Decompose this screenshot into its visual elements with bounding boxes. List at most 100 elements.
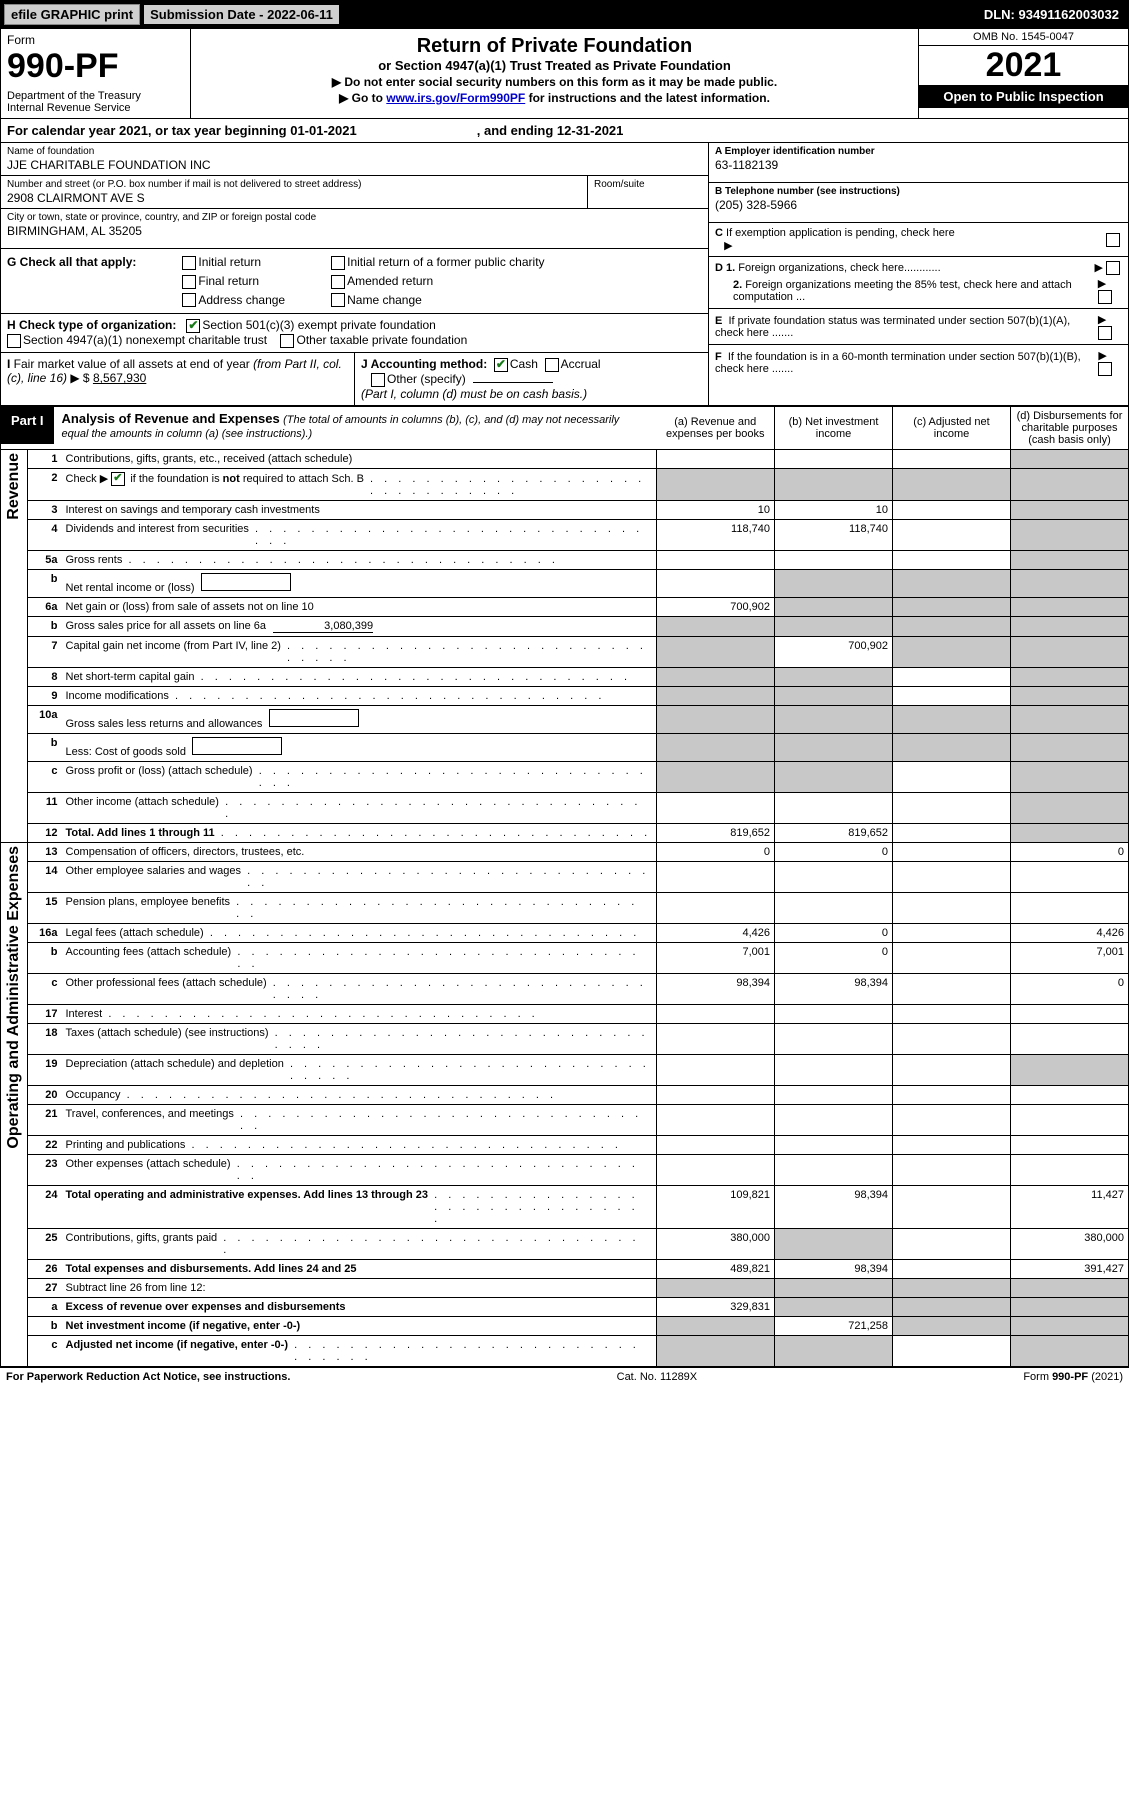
- cell-b: 10: [775, 500, 893, 519]
- cell-b: [775, 761, 893, 792]
- analysis-table: Part I Analysis of Revenue and Expenses …: [0, 406, 1129, 1367]
- info-grid: Name of foundation JJE CHARITABLE FOUNDA…: [0, 143, 1129, 406]
- row-num: 22: [28, 1135, 62, 1154]
- cell-c: [893, 1335, 1011, 1366]
- chk-f[interactable]: [1098, 362, 1112, 376]
- chk-d2[interactable]: [1098, 290, 1112, 304]
- side-expenses: Operating and Administrative Expenses: [5, 846, 23, 1149]
- efile-print-button[interactable]: efile GRAPHIC print: [4, 4, 140, 25]
- footer-right: Form 990-PF (2021): [1023, 1371, 1123, 1383]
- cell-a: [657, 761, 775, 792]
- chk-e[interactable]: [1098, 326, 1112, 340]
- cell-c: [893, 667, 1011, 686]
- opt-other-taxable: Other taxable private foundation: [296, 333, 467, 347]
- row-desc: Occupancy: [62, 1085, 657, 1104]
- chk-c[interactable]: [1106, 233, 1120, 247]
- chk-amended[interactable]: [331, 275, 345, 289]
- tax-year: 2021: [919, 46, 1128, 85]
- cell-d: [1011, 667, 1129, 686]
- cell-a: [657, 892, 775, 923]
- cell-c: [893, 1316, 1011, 1335]
- cell-c: [893, 823, 1011, 842]
- cell-d: [1011, 597, 1129, 616]
- row-desc: Gross profit or (loss) (attach schedule): [62, 761, 657, 792]
- chk-name-change[interactable]: [331, 293, 345, 307]
- chk-initial-former[interactable]: [331, 256, 345, 270]
- row-desc: Depreciation (attach schedule) and deple…: [62, 1054, 657, 1085]
- cell-a: [657, 1054, 775, 1085]
- cell-a: 819,652: [657, 823, 775, 842]
- cell-a: 700,902: [657, 597, 775, 616]
- cell-d: [1011, 861, 1129, 892]
- chk-501c3[interactable]: [186, 319, 200, 333]
- chk-cash[interactable]: [494, 358, 508, 372]
- opt-4947: Section 4947(a)(1) nonexempt charitable …: [23, 333, 267, 347]
- instr-2: ▶ Go to www.irs.gov/Form990PF for instru…: [197, 91, 912, 105]
- opt-initial-return: Initial return: [198, 255, 261, 269]
- cell-b: 0: [775, 923, 893, 942]
- cell-b: 700,902: [775, 636, 893, 667]
- opt-name-change: Name change: [347, 293, 422, 307]
- chk-other-method[interactable]: [371, 373, 385, 387]
- cell-b: [775, 861, 893, 892]
- form990pf-link[interactable]: www.irs.gov/Form990PF: [386, 91, 525, 105]
- chk-address-change[interactable]: [182, 293, 196, 307]
- phone-cell: B Telephone number (see instructions) (2…: [709, 183, 1128, 223]
- chk-other-taxable[interactable]: [280, 334, 294, 348]
- col-a-head: (a) Revenue and expenses per books: [657, 406, 775, 449]
- cell-d: [1011, 616, 1129, 636]
- chk-accrual[interactable]: [545, 358, 559, 372]
- row-num: 1: [28, 449, 62, 468]
- cell-b: [775, 892, 893, 923]
- cell-a: 98,394: [657, 973, 775, 1004]
- cell-c: [893, 1085, 1011, 1104]
- cell-d: 0: [1011, 842, 1129, 861]
- row-desc: Total operating and administrative expen…: [62, 1185, 657, 1228]
- foundation-name: JJE CHARITABLE FOUNDATION INC: [7, 158, 702, 172]
- row-desc: Interest on savings and temporary cash i…: [62, 500, 657, 519]
- cell-b: [775, 1297, 893, 1316]
- j-cell: J Accounting method: Cash Accrual Other …: [354, 353, 708, 405]
- cell-d: [1011, 550, 1129, 569]
- cell-a: 489,821: [657, 1259, 775, 1278]
- cell-a: [657, 792, 775, 823]
- addr-row: Number and street (or P.O. box number if…: [1, 176, 708, 209]
- cell-c: [893, 519, 1011, 550]
- chk-initial-return[interactable]: [182, 256, 196, 270]
- form-title-block: Return of Private Foundation or Section …: [191, 29, 918, 118]
- chk-4947[interactable]: [7, 334, 21, 348]
- fmv-value: 8,567,930: [93, 371, 146, 385]
- row-num: 14: [28, 861, 62, 892]
- row-desc: Net gain or (loss) from sale of assets n…: [62, 597, 657, 616]
- cell-d: [1011, 1316, 1129, 1335]
- chk-final-return[interactable]: [182, 275, 196, 289]
- cell-b: [775, 1085, 893, 1104]
- row-desc: Pension plans, employee benefits: [62, 892, 657, 923]
- cell-a: [657, 1023, 775, 1054]
- cell-b: 0: [775, 842, 893, 861]
- cell-c: [893, 973, 1011, 1004]
- cell-a: 4,426: [657, 923, 775, 942]
- chk-d1[interactable]: [1106, 261, 1120, 275]
- cell-c: [893, 705, 1011, 733]
- cell-d: [1011, 1297, 1129, 1316]
- cell-a: [657, 1335, 775, 1366]
- row-num: 27: [28, 1278, 62, 1297]
- cell-b: [775, 449, 893, 468]
- row-desc: Total. Add lines 1 through 11: [62, 823, 657, 842]
- opt-accrual: Accrual: [561, 357, 601, 371]
- row-num: 5a: [28, 550, 62, 569]
- row-desc: Adjusted net income (if negative, enter …: [62, 1335, 657, 1366]
- row-desc: Accounting fees (attach schedule): [62, 942, 657, 973]
- cell-d: [1011, 823, 1129, 842]
- row-num: b: [28, 733, 62, 761]
- cell-c: [893, 861, 1011, 892]
- cell-b: [775, 1135, 893, 1154]
- cell-c: [893, 1023, 1011, 1054]
- cell-d: 380,000: [1011, 1228, 1129, 1259]
- opt-address-change: Address change: [198, 293, 285, 307]
- cell-d: [1011, 500, 1129, 519]
- cell-a: [657, 569, 775, 597]
- chk-schb[interactable]: [111, 472, 125, 486]
- row-num: 18: [28, 1023, 62, 1054]
